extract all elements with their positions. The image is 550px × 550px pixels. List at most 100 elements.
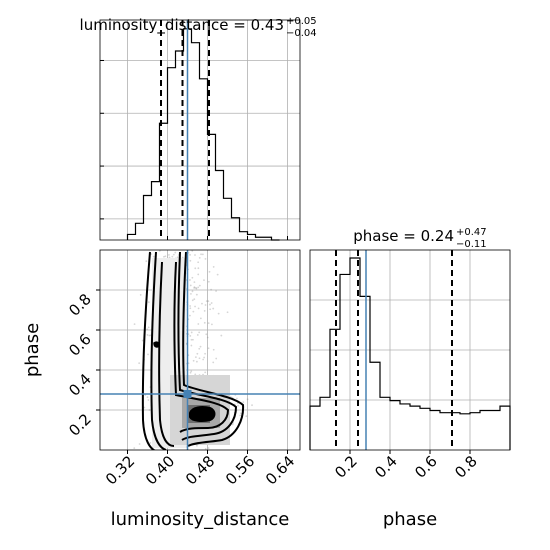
scatter-point — [198, 347, 201, 350]
scatter-point — [195, 360, 198, 363]
scatter-point — [226, 311, 229, 314]
scatter-point — [204, 304, 207, 306]
scatter-point — [199, 317, 202, 320]
scatter-point — [207, 347, 210, 350]
scatter-point — [205, 333, 208, 336]
scatter-point — [189, 371, 192, 374]
frame-tl — [99, 19, 301, 241]
scatter-point — [211, 323, 213, 326]
y-axis-label-phase: phase — [22, 323, 43, 377]
scatter-point — [217, 312, 220, 315]
scatter-point — [197, 261, 200, 264]
scatter-point — [203, 321, 206, 324]
scatter-point — [138, 362, 141, 365]
scatter-point — [190, 338, 193, 341]
scatter-point — [239, 414, 242, 417]
scatter-point — [192, 310, 195, 313]
contour-core — [189, 406, 216, 422]
joint-density — [133, 250, 253, 450]
x-tick-label: 0.6 — [411, 452, 441, 482]
x-tick-label: 0.8 — [451, 452, 481, 482]
scatter-point — [146, 334, 149, 336]
scatter-point — [198, 331, 201, 334]
scatter-point — [199, 345, 202, 348]
scatter-point — [147, 353, 149, 356]
quantile-lines-phase — [335, 250, 453, 450]
scatter-point — [209, 303, 211, 306]
scatter-point — [172, 253, 175, 256]
histogram-luminosity-distance — [126, 28, 280, 241]
scatter-point — [164, 255, 167, 258]
scatter-point — [204, 447, 207, 450]
scatter-point — [204, 257, 207, 260]
scatter-point — [191, 299, 194, 302]
scatter-point — [212, 361, 215, 364]
grid-br — [310, 250, 510, 450]
x-tick-label: 0.56 — [222, 452, 258, 488]
scatter-point — [189, 279, 191, 281]
scatter-point — [198, 256, 201, 259]
scatter-point — [240, 412, 242, 415]
scatter-point — [133, 447, 136, 450]
scatter-point — [152, 255, 155, 258]
scatter-point — [146, 396, 149, 399]
scatter-point — [215, 357, 218, 360]
scatter-point — [245, 415, 248, 418]
scatter-point — [206, 336, 209, 339]
x-tick-label: 0.32 — [102, 452, 138, 488]
scatter-point — [220, 334, 223, 337]
scatter-point — [190, 331, 193, 334]
scatter-point — [200, 253, 202, 256]
frame-bl — [99, 249, 301, 451]
scatter-point — [133, 323, 136, 326]
scatter-point — [196, 334, 199, 336]
scatter-point — [194, 373, 197, 376]
scatter-point — [192, 338, 194, 341]
scatter-point — [147, 301, 150, 304]
scatter-point — [193, 286, 196, 289]
y-tick-labels-phase: 0.2 0.4 0.6 0.8 — [65, 290, 95, 440]
scatter-point — [203, 279, 205, 282]
scatter-point — [191, 290, 194, 293]
scatter-point — [204, 371, 207, 374]
x-axis-label-luminosity-distance: luminosity_distance — [111, 509, 290, 530]
scatter-point — [189, 305, 192, 307]
x-tick-label: 0.48 — [182, 452, 218, 488]
scatter-point — [190, 370, 193, 373]
scatter-point — [212, 266, 215, 268]
y-tick-label: 0.4 — [65, 370, 95, 400]
scatter-point — [149, 441, 152, 444]
y-tick-label: 0.2 — [65, 410, 95, 440]
scatter-point — [174, 251, 177, 254]
contour-inner — [158, 261, 230, 447]
scatter-point — [215, 290, 217, 292]
scatter-point — [176, 256, 179, 259]
scatter-point — [145, 260, 148, 263]
x-tick-label: 0.64 — [262, 452, 298, 488]
scatter-point — [210, 302, 213, 304]
scatter-point — [251, 404, 253, 407]
scatter-point — [193, 298, 196, 301]
panel-phase-hist: 0.2 0.4 0.6 0.8 phase = 0.24 +0.47 −0.11 ph… — [309, 227, 511, 530]
scatter-point — [148, 334, 151, 337]
scatter-point — [194, 254, 196, 256]
title-luminosity-distance-plus: +0.05 — [286, 16, 317, 27]
truth-marker — [183, 390, 192, 398]
x-axis-label-phase: phase — [383, 509, 437, 530]
scatter-point — [212, 307, 215, 310]
scatter-point — [181, 256, 184, 259]
scatter-point — [197, 323, 200, 325]
scatter-point — [146, 328, 149, 331]
ticks-bl — [96, 289, 288, 454]
scatter-point — [138, 443, 141, 445]
scatter-point — [193, 281, 196, 284]
title-phase-minus: −0.11 — [456, 239, 487, 250]
scatter-point — [190, 292, 192, 295]
scatter-point — [202, 358, 205, 361]
scatter-point — [196, 352, 199, 355]
title-phase-plus: +0.47 — [456, 227, 487, 238]
scatter-point — [189, 253, 191, 256]
scatter-point — [189, 284, 192, 287]
scatter-point — [198, 284, 201, 287]
scatter-point — [242, 401, 245, 404]
